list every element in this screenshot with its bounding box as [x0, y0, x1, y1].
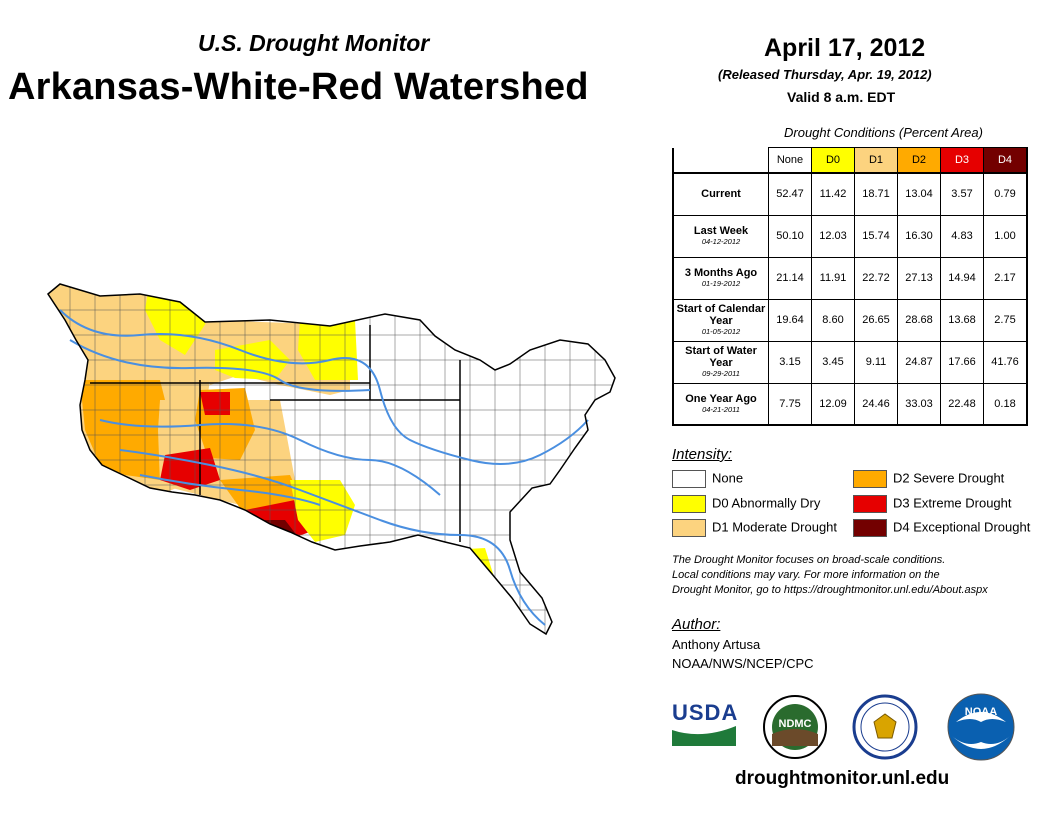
col-d0: D0 [811, 147, 855, 174]
legend-item-none: None [672, 470, 743, 488]
col-none: None [768, 147, 812, 174]
row-label: Start of Water Year 09-29-2011 [672, 340, 769, 384]
legend-swatch [853, 495, 887, 513]
cell: 8.60 [811, 298, 855, 342]
note-line: Drought Monitor, go to https://droughtmo… [672, 584, 988, 596]
cell: 4.83 [940, 214, 984, 258]
cell: 13.68 [940, 298, 984, 342]
cell: 11.42 [811, 172, 855, 216]
legend-item-d0: D0 Abnormally Dry [672, 495, 820, 513]
cell: 22.72 [854, 256, 898, 300]
usda-swoosh-icon [672, 726, 736, 746]
cell: 12.09 [811, 382, 855, 426]
table-caption: Drought Conditions (Percent Area) [784, 125, 983, 140]
cell: 7.75 [768, 382, 812, 426]
author-name: Anthony Artusa [672, 637, 761, 652]
commerce-seal [852, 694, 918, 765]
legend-item-d4: D4 Exceptional Drought [853, 519, 1030, 537]
author-heading: Author: [672, 616, 721, 633]
table-corner [673, 148, 769, 174]
ndmc-seal-icon [763, 695, 827, 759]
cell: 28.68 [897, 298, 941, 342]
state-lines [90, 325, 461, 542]
cell: 21.14 [768, 256, 812, 300]
table-row: Start of Water Year 09-29-2011 3.15 3.45 … [672, 340, 1028, 384]
cell: 19.64 [768, 298, 812, 342]
basin-outline [47, 283, 616, 636]
cell: 2.17 [983, 256, 1028, 300]
map-title: Arkansas-White-Red Watershed [8, 66, 589, 108]
cell: 3.45 [811, 340, 855, 384]
cell: 15.74 [854, 214, 898, 258]
col-d2: D2 [897, 147, 941, 174]
cell: 11.91 [811, 256, 855, 300]
cell: 13.04 [897, 172, 941, 216]
cell: 27.13 [897, 256, 941, 300]
legend-swatch [853, 470, 887, 488]
cell: 18.71 [854, 172, 898, 216]
legend-swatch [672, 495, 706, 513]
commerce-eagle-icon [852, 694, 918, 760]
cell: 0.79 [983, 172, 1028, 216]
legend-swatch [853, 519, 887, 537]
cell: 52.47 [768, 172, 812, 216]
cell: 41.76 [983, 340, 1028, 384]
note-line: Local conditions may vary. For more info… [672, 569, 940, 581]
ndmc-logo: NDMC [762, 694, 828, 760]
row-label: Current [672, 172, 769, 216]
cell: 26.65 [854, 298, 898, 342]
valid-date: April 17, 2012 [764, 34, 926, 62]
cell: 12.03 [811, 214, 855, 258]
row-label: Last Week 04-12-2012 [672, 214, 769, 258]
table-row: Current 52.47 11.42 18.71 13.04 3.57 0.7… [672, 172, 1028, 216]
row-label: One Year Ago 04-21-2011 [672, 382, 769, 426]
cell: 24.46 [854, 382, 898, 426]
col-d4: D4 [983, 147, 1028, 174]
legend-item-d1: D1 Moderate Drought [672, 519, 837, 537]
legend-item-d3: D3 Extreme Drought [853, 495, 1012, 513]
table-row: Last Week 04-12-2012 50.10 12.03 15.74 16… [672, 214, 1028, 258]
usda-logo: USDA [672, 700, 738, 748]
row-label: 3 Months Ago 01-19-2012 [672, 256, 769, 300]
noaa-gull-icon [947, 693, 1015, 761]
cell: 3.57 [940, 172, 984, 216]
map-subtitle: U.S. Drought Monitor [198, 30, 430, 56]
legend-item-d2: D2 Severe Drought [853, 470, 1004, 488]
valid-time: Valid 8 a.m. EDT [787, 89, 896, 105]
cell: 50.10 [768, 214, 812, 258]
legend-swatch [672, 470, 706, 488]
cell: 0.18 [983, 382, 1028, 426]
cell: 9.11 [854, 340, 898, 384]
author-org: NOAA/NWS/NCEP/CPC [672, 656, 814, 671]
cell: 3.15 [768, 340, 812, 384]
noaa-logo: NOAA [946, 692, 1016, 762]
cell: 16.30 [897, 214, 941, 258]
col-d1: D1 [854, 147, 898, 174]
cell: 33.03 [897, 382, 941, 426]
cell: 17.66 [940, 340, 984, 384]
table-row: One Year Ago 04-21-2011 7.75 12.09 24.46 … [672, 382, 1028, 426]
disclaimer-note: The Drought Monitor focuses on broad-sca… [672, 553, 1042, 598]
table-row: 3 Months Ago 01-19-2012 21.14 11.91 22.72… [672, 256, 1028, 300]
cell: 22.48 [940, 382, 984, 426]
note-line: The Drought Monitor focuses on broad-sca… [672, 554, 946, 566]
row-label: Start of Calendar Year 01-05-2012 [672, 298, 769, 342]
cell: 24.87 [897, 340, 941, 384]
rivers [59, 309, 589, 626]
cell: 1.00 [983, 214, 1028, 258]
legend-swatch [672, 519, 706, 537]
drought-table: None D0 D1 D2 D3 D4 Current 52.47 11.42 … [672, 147, 1028, 426]
table-row: Start of Calendar Year 01-05-2012 19.64 8… [672, 298, 1028, 342]
cell: 2.75 [983, 298, 1028, 342]
release-date: (Released Thursday, Apr. 19, 2012) [718, 67, 932, 82]
cell: 14.94 [940, 256, 984, 300]
drought-map [47, 283, 616, 636]
footer-url[interactable]: droughtmonitor.unl.edu [735, 768, 950, 789]
col-d3: D3 [940, 147, 984, 174]
legend-title: Intensity: [672, 446, 733, 463]
